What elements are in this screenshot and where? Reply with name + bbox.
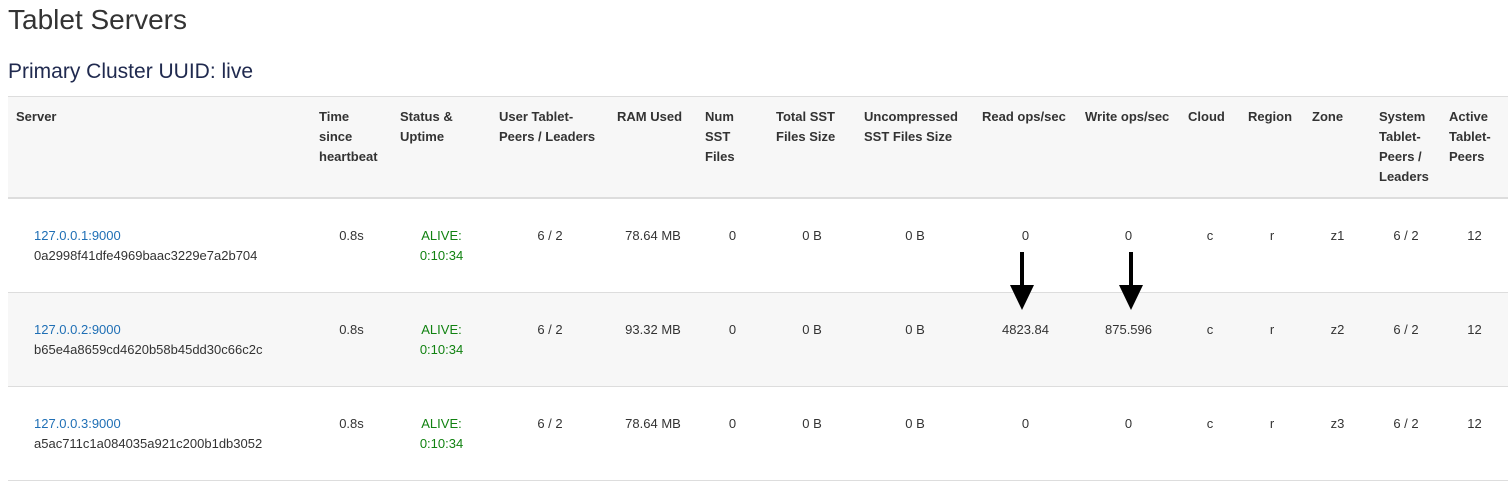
server-link[interactable]: 127.0.0.1:9000	[34, 228, 121, 243]
region-cell: r	[1240, 292, 1304, 387]
system-tablets-cell: 6 / 2	[1371, 292, 1441, 387]
column-header: RAM Used	[609, 96, 697, 199]
zone-cell: z2	[1304, 292, 1371, 387]
active-tablets-cell: 12	[1441, 292, 1508, 387]
tablet-servers-table: Server Time since heartbeat Status & Uptim…	[8, 96, 1508, 481]
heartbeat-cell: 0.8s	[311, 292, 392, 387]
column-header: User Tablet-Peers / Leaders	[491, 96, 609, 199]
column-header: Region	[1240, 96, 1304, 199]
region-cell: r	[1240, 198, 1304, 293]
column-header: Num SST Files	[697, 96, 768, 199]
status-badge: ALIVE:	[421, 228, 462, 243]
column-header: Server	[8, 96, 311, 199]
read-ops-cell: 0	[974, 386, 1077, 481]
status-badge: ALIVE:	[421, 322, 462, 337]
status-badge: ALIVE:	[421, 416, 462, 431]
server-link[interactable]: 127.0.0.2:9000	[34, 322, 121, 337]
column-header: Status & Uptime	[392, 96, 491, 199]
column-header: Total SST Files Size	[768, 96, 856, 199]
uptime: 0:10:34	[419, 342, 464, 357]
arrow-down-icon	[1119, 252, 1143, 310]
num-sst-cell: 0	[697, 292, 768, 387]
server-link[interactable]: 127.0.0.3:9000	[34, 416, 121, 431]
heartbeat-cell: 0.8s	[311, 386, 392, 481]
server-uuid: a5ac711c1a084035a921c200b1db3052	[34, 436, 263, 451]
server-cell: 127.0.0.3:9000 a5ac711c1a084035a921c200b1…	[8, 386, 311, 481]
num-sst-cell: 0	[697, 386, 768, 481]
system-tablets-cell: 6 / 2	[1371, 386, 1441, 481]
num-sst-cell: 0	[697, 198, 768, 293]
user-tablets-cell: 6 / 2	[491, 198, 609, 293]
status-cell: ALIVE: 0:10:34	[392, 386, 491, 481]
user-tablets-cell: 6 / 2	[491, 386, 609, 481]
column-header: Cloud	[1180, 96, 1240, 199]
page-title: Tablet Servers	[8, 4, 187, 35]
table-row: 127.0.0.3:9000 a5ac711c1a084035a921c200b1…	[8, 386, 1508, 481]
write-ops-cell: 0	[1077, 198, 1180, 293]
column-header: Write ops/sec	[1077, 96, 1180, 199]
total-sst-cell: 0 B	[768, 198, 856, 293]
column-header: Read ops/sec	[974, 96, 1077, 199]
ram-cell: 78.64 MB	[609, 198, 697, 293]
read-ops-cell: 4823.84	[974, 292, 1077, 387]
write-ops-cell: 0	[1077, 386, 1180, 481]
server-uuid: 0a2998f41dfe4969baac3229e7a2b704	[34, 248, 258, 263]
ram-cell: 93.32 MB	[609, 292, 697, 387]
active-tablets-cell: 12	[1441, 386, 1508, 481]
ram-cell: 78.64 MB	[609, 386, 697, 481]
cluster-title: Primary Cluster UUID: live	[8, 60, 254, 83]
total-sst-cell: 0 B	[768, 386, 856, 481]
cloud-cell: c	[1180, 386, 1240, 481]
uncompressed-sst-cell: 0 B	[856, 198, 974, 293]
server-cell: 127.0.0.2:9000 b65e4a8659cd4620b58b45dd30…	[8, 292, 311, 387]
column-header: Uncompressed SST Files Size	[856, 96, 974, 199]
write-ops-cell: 875.596	[1077, 292, 1180, 387]
zone-cell: z1	[1304, 198, 1371, 293]
uptime: 0:10:34	[419, 436, 464, 451]
heartbeat-cell: 0.8s	[311, 198, 392, 293]
region-cell: r	[1240, 386, 1304, 481]
table-row: 127.0.0.1:9000 0a2998f41dfe4969baac3229e7…	[8, 198, 1508, 293]
cloud-cell: c	[1180, 198, 1240, 293]
uncompressed-sst-cell: 0 B	[856, 386, 974, 481]
total-sst-cell: 0 B	[768, 292, 856, 387]
server-uuid: b65e4a8659cd4620b58b45dd30c66c2c	[34, 342, 263, 357]
uncompressed-sst-cell: 0 B	[856, 292, 974, 387]
system-tablets-cell: 6 / 2	[1371, 198, 1441, 293]
status-cell: ALIVE: 0:10:34	[392, 292, 491, 387]
user-tablets-cell: 6 / 2	[491, 292, 609, 387]
zone-cell: z3	[1304, 386, 1371, 481]
column-header: System Tablet-Peers / Leaders	[1371, 96, 1441, 199]
read-ops-cell: 0	[974, 198, 1077, 293]
table-row: 127.0.0.2:9000 b65e4a8659cd4620b58b45dd30…	[8, 292, 1508, 387]
status-cell: ALIVE: 0:10:34	[392, 198, 491, 293]
uptime: 0:10:34	[419, 248, 464, 263]
cloud-cell: c	[1180, 292, 1240, 387]
active-tablets-cell: 12	[1441, 198, 1508, 293]
column-header: Zone	[1304, 96, 1371, 199]
server-cell: 127.0.0.1:9000 0a2998f41dfe4969baac3229e7…	[8, 198, 311, 293]
arrow-down-icon	[1010, 252, 1034, 310]
column-header: Active Tablet-Peers	[1441, 96, 1508, 199]
column-header: Time since heartbeat	[311, 96, 392, 199]
